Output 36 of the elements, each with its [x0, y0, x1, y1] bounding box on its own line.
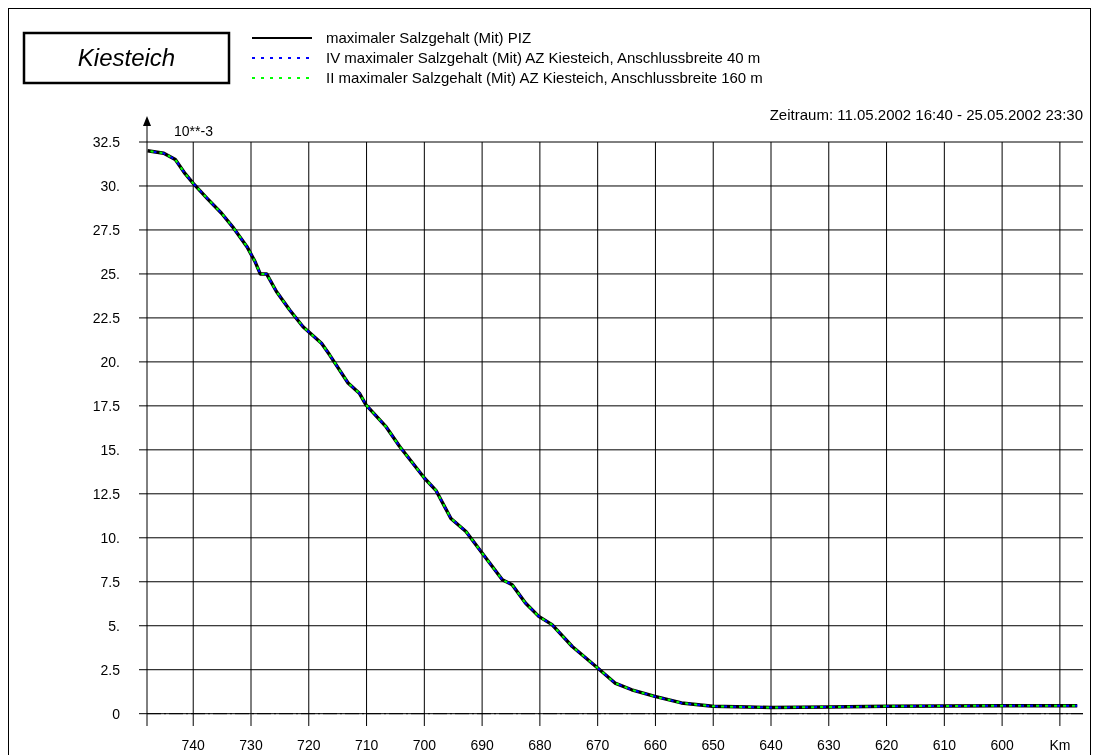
y-tick-label: 2.5 — [100, 661, 121, 678]
legend-label: II maximaler Salzgehalt (Mit) AZ Kiesteich, Anschlussbreite 160 m — [326, 69, 763, 86]
x-tick-label: 690 — [470, 737, 494, 753]
x-tick-label: 740 — [181, 737, 206, 753]
x-tick-label: 670 — [585, 737, 610, 753]
chart-title: Kiesteich — [77, 44, 176, 71]
x-tick-label: 660 — [643, 737, 668, 753]
x-tick-label: 650 — [701, 737, 726, 753]
y-tick-label: 0 — [112, 705, 121, 722]
y-tick-label: 25. — [100, 265, 120, 282]
y-tick-label: 27.5 — [92, 221, 121, 238]
legend-label: maximaler Salzgehalt (Mit) PIZ — [326, 29, 532, 46]
x-tick-label: 680 — [528, 737, 552, 753]
x-tick-label: 620 — [874, 737, 899, 753]
y-tick-label: 22.5 — [92, 309, 121, 326]
y-tick-label: 7.5 — [100, 573, 121, 590]
y-tick-label: 30. — [100, 177, 120, 194]
y-tick-label: 32.5 — [92, 134, 121, 150]
chart-subtitle: Zeitraum: 11.05.2002 16:40 - 25.05.2002 23:30 — [769, 106, 1083, 123]
y-tick-label: 20. — [100, 353, 120, 370]
x-tick-label: 600 — [990, 737, 1014, 753]
x-tick-label: 710 — [354, 737, 379, 753]
x-tick-label: 700 — [412, 737, 437, 753]
x-tick-label: 730 — [239, 737, 263, 753]
y-tick-label: 10. — [100, 529, 120, 546]
x-tick-label: Km — [1049, 737, 1071, 753]
y-tick-label: 17.5 — [92, 397, 121, 414]
y-tick-label: 5. — [108, 617, 120, 634]
x-tick-label: 630 — [817, 737, 841, 753]
x-tick-label: 610 — [932, 737, 957, 753]
x-tick-label: 720 — [297, 737, 321, 753]
legend-label: IV maximaler Salzgehalt (Mit) AZ Kiesteich, Anschlussbreite 40 m — [326, 49, 761, 66]
text: 10**-3 — [174, 123, 214, 139]
y-tick-label: 15. — [100, 441, 120, 458]
x-tick-label: 640 — [759, 737, 783, 753]
y-tick-label: 12.5 — [92, 485, 121, 502]
